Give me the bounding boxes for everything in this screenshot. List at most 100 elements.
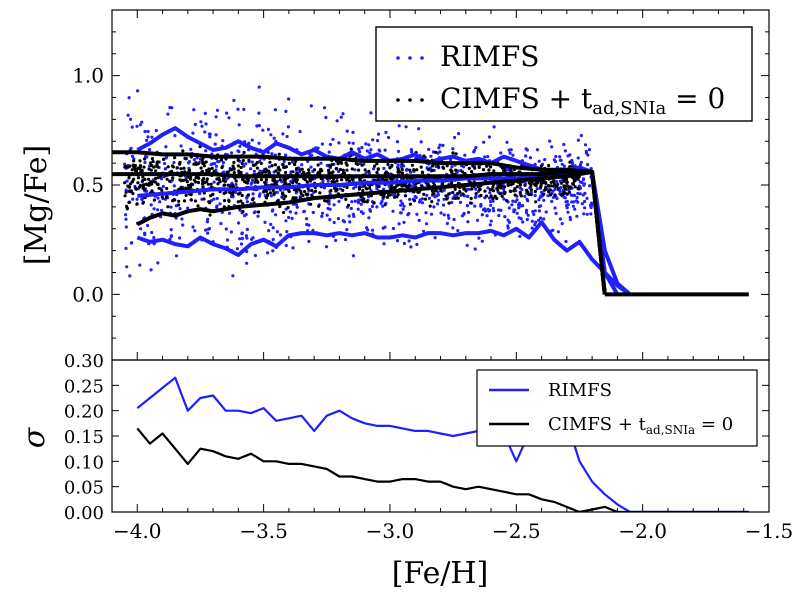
scatter-point [372, 167, 376, 171]
scatter-point [320, 211, 325, 215]
scatter-point [270, 164, 274, 168]
scatter-point [225, 238, 230, 242]
scatter-point [205, 177, 209, 181]
scatter-point [399, 199, 403, 203]
scatter-point [383, 203, 387, 207]
scatter-point [489, 194, 493, 198]
scatter-point [376, 167, 380, 171]
scatter-point [150, 157, 154, 161]
scatter-point [189, 182, 193, 186]
scatter-point [544, 210, 548, 214]
scatter-point [438, 143, 442, 147]
scatter-point [284, 243, 288, 248]
scatter-point [383, 225, 387, 229]
scatter-point [441, 143, 445, 147]
scatter-point [415, 242, 419, 247]
scatter-point [222, 191, 226, 195]
scatter-point [412, 168, 416, 172]
scatter-point [330, 171, 334, 175]
scatter-point [396, 167, 400, 171]
scatter-point [562, 164, 566, 168]
scatter-point [244, 234, 248, 238]
scatter-point [520, 204, 524, 208]
scatter-point [454, 168, 458, 172]
scatter-point [580, 202, 584, 206]
scatter-point [404, 168, 409, 172]
scatter-point [428, 204, 432, 208]
scatter-point [532, 212, 536, 216]
scatter-point [365, 200, 369, 204]
scatter-point [509, 189, 513, 194]
scatter-point [479, 194, 483, 198]
scatter-point [145, 155, 149, 159]
scatter-point [173, 156, 177, 160]
scatter-point [269, 133, 273, 137]
scatter-point [446, 213, 450, 217]
scatter-point [240, 231, 244, 235]
scatter-point [136, 176, 140, 180]
scatter-point [345, 228, 349, 232]
scatter-point [327, 150, 331, 154]
scatter-point [138, 159, 142, 163]
scatter-point [509, 183, 513, 187]
scatter-point [250, 198, 255, 202]
scatter-point [337, 170, 341, 174]
scatter-point [206, 217, 210, 221]
scatter-point [254, 177, 258, 181]
scatter-point [336, 162, 340, 166]
scatter-point [282, 159, 286, 164]
scatter-point [553, 206, 557, 210]
scatter-point [345, 185, 349, 190]
scatter-point [542, 198, 546, 202]
scatter-point [209, 199, 213, 203]
scatter-point [128, 274, 132, 278]
scatter-point [483, 207, 487, 211]
scatter-point [299, 189, 303, 193]
scatter-point [523, 194, 527, 198]
scatter-point [271, 237, 275, 242]
scatter-point [445, 197, 449, 201]
scatter-point [207, 169, 211, 173]
scatter-point [556, 187, 561, 191]
scatter-point [271, 188, 275, 192]
scatter-point [291, 170, 295, 174]
scatter-point [354, 161, 358, 166]
scatter-point [338, 187, 342, 191]
scatter-point [567, 190, 572, 194]
scatter-point [209, 182, 213, 186]
scatter-point [564, 187, 568, 191]
scatter-point [543, 180, 547, 184]
scatter-point [477, 165, 481, 169]
scatter-point [194, 161, 198, 165]
scatter-point [458, 200, 463, 204]
scatter-point [465, 204, 469, 208]
top-legend-marker-rimfs [396, 56, 424, 60]
scatter-point [164, 145, 168, 149]
scatter-point [284, 153, 288, 157]
scatter-point [426, 182, 430, 186]
y-tick-label: 0.15 [64, 427, 104, 448]
scatter-point [400, 202, 405, 206]
scatter-point [345, 163, 349, 167]
scatter-point [532, 182, 537, 186]
scatter-point [351, 130, 355, 134]
scatter-point [314, 189, 318, 193]
scatter-point [169, 205, 173, 209]
scatter-point [125, 179, 129, 183]
scatter-point [345, 129, 349, 133]
scatter-point [163, 161, 167, 166]
scatter-point [164, 155, 169, 159]
scatter-point [529, 193, 533, 197]
scatter-point [382, 242, 386, 246]
scatter-point [515, 211, 519, 215]
scatter-point [581, 177, 586, 182]
scatter-point [524, 188, 529, 192]
scatter-point [480, 239, 484, 243]
scatter-point [207, 227, 212, 231]
scatter-point [163, 167, 167, 171]
scatter-point [168, 179, 172, 183]
scatter-point [367, 143, 371, 147]
scatter-point [295, 205, 299, 209]
scatter-point [577, 187, 581, 191]
scatter-point [388, 166, 392, 170]
